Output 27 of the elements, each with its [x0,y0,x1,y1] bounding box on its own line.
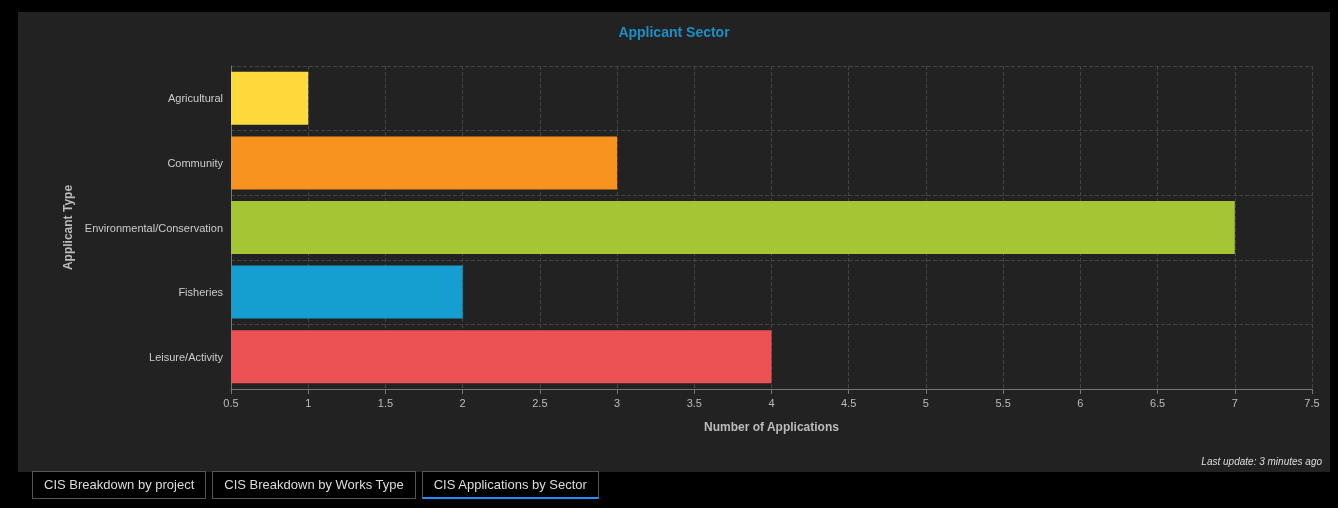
x-tick-label: 1 [305,396,312,409]
text: CIS Breakdown by Works Type [212,471,416,499]
x-tick-label: 7.5 [1304,396,1320,409]
x-tick-label: 4.5 [841,396,857,409]
x-tick-label: 3.5 [686,396,702,409]
y-tick-label: Environmental/Conservation [84,221,223,234]
chart-title: Applicant Sector [618,24,731,40]
x-tick-label: 7 [1231,396,1238,409]
x-tick-label: 5 [922,396,929,409]
y-tick-label: Agricultural [167,92,223,105]
x-tick-label: 3 [614,396,621,409]
y-tick-label: Community [167,156,224,169]
text: CIS Applications by Sector [421,471,599,499]
x-tick-label: 2 [459,396,466,409]
x-tick-label: 1.5 [377,396,394,409]
text: Last update: 3 minutes ago [1201,456,1322,467]
x-tick-label: 0.5 [223,396,239,409]
text: CIS Breakdown by project [32,471,207,499]
x-tick-label: 2.5 [532,396,548,409]
y-axis-title: Applicant Type [60,184,75,271]
x-tick-label: 6 [1077,396,1084,409]
x-tick-label: 5.5 [995,396,1011,409]
x-tick-label: 6.5 [1149,396,1166,409]
y-tick-label: Leisure/Activity [149,350,224,363]
y-tick-label: Fisheries [178,286,224,299]
x-axis-title: Number of Applications [704,420,840,434]
x-tick-label: 4 [768,396,775,409]
